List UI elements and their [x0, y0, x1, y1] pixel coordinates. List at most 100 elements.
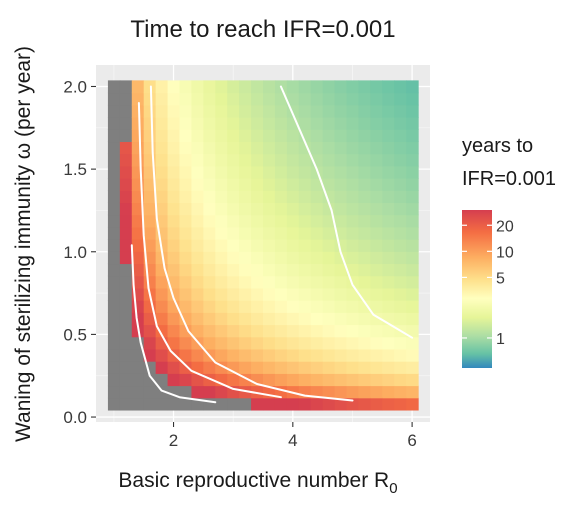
heat-cell — [227, 336, 240, 350]
heat-cell — [203, 226, 216, 240]
heat-cell — [263, 263, 276, 277]
heat-cell — [298, 348, 312, 362]
heat-cell — [251, 104, 264, 118]
heat-cell — [191, 153, 204, 167]
heat-cell — [227, 92, 240, 106]
heat-cell — [286, 348, 300, 362]
heat-cell — [286, 190, 300, 204]
heat-cell — [358, 397, 371, 411]
heat-cell — [227, 202, 240, 216]
heat-cell — [143, 239, 157, 252]
y-axis: 0.0 0.5 1.0 1.5 2.0 — [63, 77, 96, 427]
heat-cell — [346, 239, 360, 252]
heat-cell — [179, 80, 193, 94]
heat-cell — [406, 153, 419, 167]
heat-cell — [167, 104, 181, 118]
heat-cell — [131, 80, 145, 94]
heat-cell — [167, 178, 181, 191]
heat-cell — [203, 275, 216, 289]
heat-cell — [191, 165, 204, 179]
heat-cell — [227, 373, 240, 387]
heat-cell — [119, 373, 133, 387]
heat-cell — [191, 373, 204, 387]
heat-cell — [191, 226, 204, 240]
heat-cell — [382, 226, 395, 240]
heat-cell — [394, 129, 407, 143]
heat-cell — [179, 263, 193, 277]
heat-cell — [239, 287, 252, 301]
heat-cell — [394, 141, 407, 155]
heat-cell — [406, 104, 419, 118]
heat-cell — [406, 263, 419, 277]
heat-cell — [179, 385, 193, 399]
heat-cell — [382, 129, 395, 143]
x-tick-label: 4 — [288, 431, 297, 450]
heat-cell — [286, 312, 300, 326]
heat-cell — [406, 202, 419, 216]
heat-cell — [119, 397, 133, 411]
heat-cell — [191, 116, 204, 130]
heat-cell — [286, 373, 300, 387]
heat-cell — [179, 287, 193, 301]
heat-cell — [251, 226, 264, 240]
heat-cell — [263, 300, 276, 313]
heat-cell — [346, 336, 360, 350]
heat-cell — [346, 263, 360, 277]
heat-cell — [107, 312, 121, 326]
heat-cell — [203, 80, 216, 94]
heat-cell — [203, 214, 216, 228]
heat-cell — [298, 336, 312, 350]
heat-cell — [263, 251, 276, 265]
heat-cell — [251, 324, 264, 338]
heat-cell — [263, 104, 276, 118]
heat-cell — [263, 153, 276, 167]
heat-cell — [322, 239, 336, 252]
heat-cell — [191, 361, 204, 374]
heat-cell — [131, 92, 145, 106]
heat-cell — [346, 226, 360, 240]
heat-cell — [107, 239, 121, 252]
heat-cell — [119, 275, 133, 289]
heat-cell — [286, 300, 300, 313]
heat-cell — [155, 385, 169, 399]
heat-cell — [286, 141, 300, 155]
heat-cell — [119, 141, 133, 155]
heat-cell — [251, 190, 264, 204]
heat-cell — [191, 385, 204, 399]
heat-cell — [107, 165, 121, 179]
heat-cell — [274, 165, 288, 179]
heat-cell — [251, 80, 264, 94]
heat-cell — [406, 239, 419, 252]
heat-cell — [298, 312, 312, 326]
heat-cell — [227, 275, 240, 289]
heat-cell — [370, 190, 383, 204]
heat-cell — [263, 226, 276, 240]
heat-cell — [334, 178, 348, 191]
heat-cell — [382, 92, 395, 106]
heat-cell — [215, 324, 228, 338]
heat-cell — [310, 104, 324, 118]
heat-cell — [179, 324, 193, 338]
heat-cell — [119, 178, 133, 191]
heat-cell — [346, 92, 360, 106]
heat-cell — [406, 361, 419, 374]
heat-cell — [227, 80, 240, 94]
y-tick-label: 0.0 — [63, 408, 87, 427]
heat-cell — [263, 361, 276, 374]
heat-cell — [251, 239, 264, 252]
heat-cell — [334, 373, 348, 387]
heat-cell — [227, 129, 240, 143]
heat-cell — [358, 178, 371, 191]
heat-cell — [167, 251, 181, 265]
heat-cell — [274, 226, 288, 240]
heat-cell — [370, 336, 383, 350]
heat-cell — [310, 190, 324, 204]
heat-cell — [346, 361, 360, 374]
heat-cell — [358, 239, 371, 252]
heat-cell — [406, 336, 419, 350]
heat-cell — [358, 300, 371, 313]
heat-cell — [227, 251, 240, 265]
heat-cell — [179, 348, 193, 362]
heat-cell — [370, 92, 383, 106]
heat-cell — [298, 104, 312, 118]
